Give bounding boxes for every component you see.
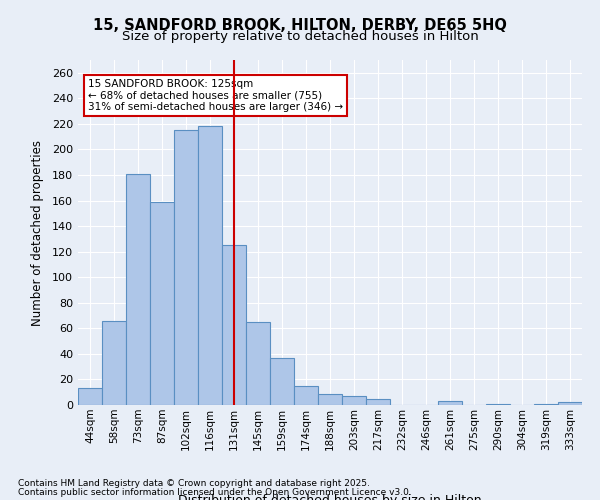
- Bar: [318, 394, 342, 405]
- Bar: [366, 398, 390, 405]
- Bar: [198, 126, 222, 405]
- Text: Contains HM Land Registry data © Crown copyright and database right 2025.: Contains HM Land Registry data © Crown c…: [18, 479, 370, 488]
- Bar: [486, 404, 510, 405]
- Bar: [294, 386, 318, 405]
- Bar: [174, 130, 198, 405]
- Y-axis label: Number of detached properties: Number of detached properties: [31, 140, 44, 326]
- Bar: [438, 401, 462, 405]
- Bar: [342, 396, 366, 405]
- Bar: [558, 402, 582, 405]
- Text: 15 SANDFORD BROOK: 125sqm
← 68% of detached houses are smaller (755)
31% of semi: 15 SANDFORD BROOK: 125sqm ← 68% of detac…: [88, 79, 343, 112]
- Bar: [102, 320, 126, 405]
- Text: 15, SANDFORD BROOK, HILTON, DERBY, DE65 5HQ: 15, SANDFORD BROOK, HILTON, DERBY, DE65 …: [93, 18, 507, 32]
- Bar: [246, 322, 270, 405]
- Text: Contains public sector information licensed under the Open Government Licence v3: Contains public sector information licen…: [18, 488, 412, 497]
- Bar: [126, 174, 150, 405]
- Bar: [150, 202, 174, 405]
- Text: Size of property relative to detached houses in Hilton: Size of property relative to detached ho…: [122, 30, 478, 43]
- Bar: [534, 404, 558, 405]
- Bar: [270, 358, 294, 405]
- Bar: [222, 246, 246, 405]
- X-axis label: Distribution of detached houses by size in Hilton: Distribution of detached houses by size …: [178, 494, 482, 500]
- Bar: [78, 388, 102, 405]
